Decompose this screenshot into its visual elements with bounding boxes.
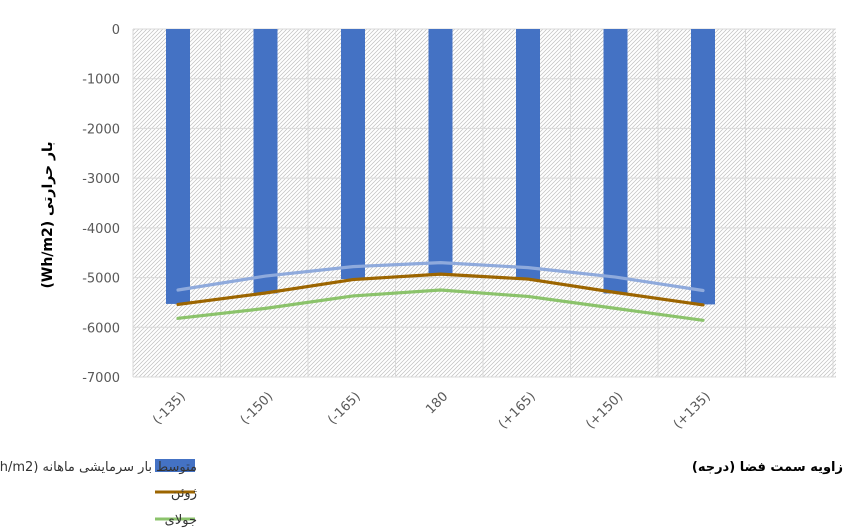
y-tick-label: -7000 bbox=[82, 371, 120, 386]
x-tick-label: (-150) bbox=[238, 389, 277, 428]
bar bbox=[253, 29, 278, 294]
series-line bbox=[176, 261, 705, 293]
x-axis-label: زاویه سمت فضا (درجه) bbox=[692, 460, 843, 475]
bar bbox=[516, 29, 540, 281]
x-tick-label: (+135) bbox=[671, 389, 714, 432]
x-tick-label: (-135) bbox=[150, 389, 189, 428]
bar-series bbox=[166, 29, 715, 305]
legend-label: ژوئن bbox=[171, 486, 197, 501]
y-tick-label: -1000 bbox=[82, 73, 120, 88]
x-tick-label: (+150) bbox=[583, 389, 626, 432]
legend-label: متوسط بار سرمایشی ماهانه ‪(Wh/m2)‬ bbox=[0, 460, 197, 475]
y-tick-label: -2000 bbox=[82, 122, 120, 137]
y-tick-label: -4000 bbox=[82, 222, 120, 237]
legend-label: جولای bbox=[165, 513, 197, 528]
x-tick-label: (-165) bbox=[325, 389, 364, 428]
bar bbox=[691, 29, 715, 305]
x-tick-label: (+165) bbox=[496, 389, 539, 432]
series-line bbox=[176, 272, 705, 307]
legend: متوسط بار سرمایشی ماهانه ‪(Wh/m2)‬ ژوئن جو… bbox=[0, 459, 197, 528]
bar bbox=[166, 29, 190, 304]
x-axis-ticks: (-135) (-150) (-165) 180 (+165) (+150) (+135) bbox=[150, 389, 714, 432]
y-tick-label: -6000 bbox=[82, 321, 120, 336]
bar bbox=[341, 29, 365, 280]
legend-swatch bbox=[155, 459, 195, 472]
x-tick-label: 180 bbox=[423, 389, 451, 417]
bar bbox=[603, 29, 628, 294]
plot-area bbox=[133, 29, 836, 377]
y-tick-label: -5000 bbox=[82, 272, 120, 287]
y-tick-label: 0 bbox=[112, 23, 120, 38]
line-series bbox=[176, 261, 705, 322]
y-axis-ticks: 0 -1000 -2000 -3000 -4000 -5000 -6000 -7000 bbox=[82, 23, 120, 386]
y-tick-label: -3000 bbox=[82, 172, 120, 187]
bar bbox=[428, 29, 453, 275]
series-line bbox=[176, 288, 705, 322]
y-axis-label: بار حرارتی (Wh/m2) bbox=[40, 141, 56, 288]
